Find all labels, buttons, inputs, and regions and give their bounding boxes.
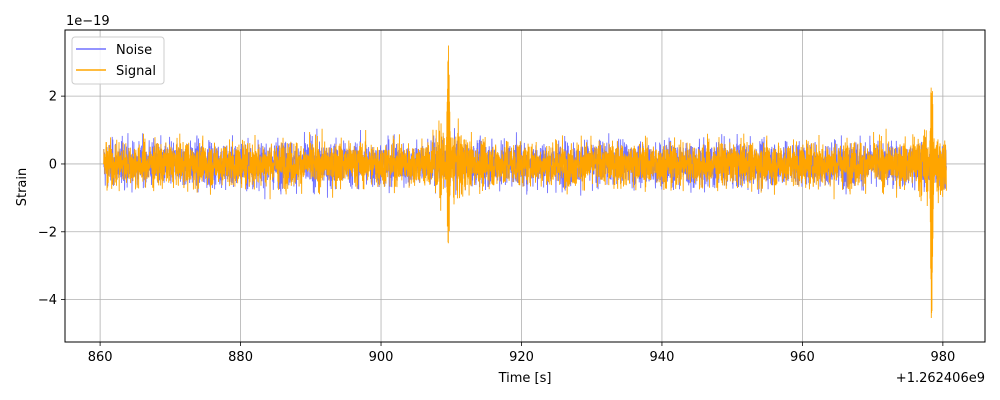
x-tick-label: 900: [369, 350, 394, 365]
axes-frame: [64, 29, 986, 343]
y-axis-ticks: −4 −2 0 2: [38, 90, 65, 308]
x-offset-label: +1.262406e9: [896, 371, 985, 386]
x-axis-ticks: 860 880 900 920 940 960 980: [88, 342, 955, 365]
legend-label-signal: Signal: [116, 64, 156, 79]
legend-label-noise: Noise: [116, 43, 152, 58]
x-tick-label: 860: [88, 350, 113, 365]
x-tick-label: 960: [790, 350, 815, 365]
x-tick-label: 940: [650, 350, 675, 365]
y-tick-label: −2: [38, 225, 57, 240]
legend: Noise Signal: [71, 36, 165, 85]
x-tick-label: 980: [930, 350, 955, 365]
y-axis-label: Strain: [15, 168, 30, 207]
x-axis-label: Time [s]: [498, 371, 552, 386]
y-tick-label: −4: [38, 293, 57, 308]
y-exponent-label: 1e−19: [66, 14, 110, 29]
x-tick-label: 920: [509, 350, 534, 365]
y-tick-label: 0: [49, 157, 57, 172]
plot-area: [103, 45, 947, 319]
x-tick-label: 880: [228, 350, 253, 365]
y-tick-label: 2: [49, 90, 57, 105]
series-line-signal: [103, 45, 947, 319]
